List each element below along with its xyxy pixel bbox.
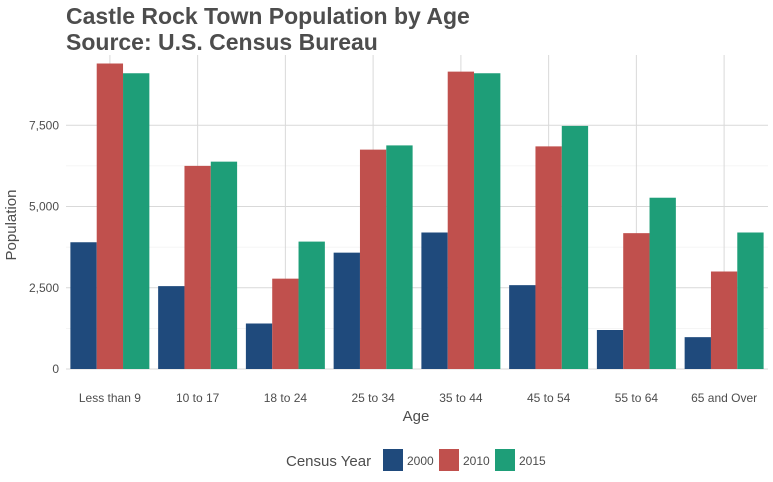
chart-title-line-1: Castle Rock Town Population by Age — [66, 3, 470, 29]
bar-2000-55-to-64 — [596, 330, 624, 369]
y-axis-title: Population — [3, 190, 20, 261]
bar-2000-25-to-34 — [333, 252, 360, 369]
bar-2010-65-and-over — [710, 271, 738, 369]
y-tick-label: 2,500 — [29, 281, 59, 295]
x-tick-label: 35 to 44 — [439, 391, 483, 405]
x-tick-label: 65 and Over — [691, 391, 757, 405]
x-tick-label: 55 to 64 — [615, 391, 659, 405]
x-axis-title: Age — [403, 408, 430, 425]
legend-key-2015 — [495, 449, 515, 471]
bar-2010-10-to-17 — [184, 165, 211, 369]
bar-2010-55-to-64 — [623, 233, 650, 369]
y-tick-label: 5,000 — [29, 200, 59, 214]
bar-2015-18-to-24 — [298, 241, 325, 369]
y-tick-label: 0 — [52, 362, 59, 376]
legend-key-2010 — [439, 449, 459, 471]
bar-2015-25-to-34 — [386, 145, 413, 369]
x-tick-label: Less than 9 — [79, 391, 141, 405]
legend-key-2000 — [383, 449, 403, 471]
bar-2010-35-to-44 — [447, 71, 475, 369]
chart-subtitle-line-2: Source: U.S. Census Bureau — [66, 29, 378, 55]
x-tick-label: 10 to 17 — [176, 391, 220, 405]
bar-2000-less-than-9 — [70, 242, 97, 369]
x-tick-label: 25 to 34 — [351, 391, 395, 405]
bar-2015-35-to-44 — [474, 73, 501, 369]
bars-group — [70, 63, 764, 370]
bar-2000-18-to-24 — [245, 323, 273, 369]
bar-2010-45-to-54 — [535, 146, 562, 369]
y-tick-labels: 0 2,500 5,000 7,500 — [29, 118, 59, 376]
x-tick-label: 18 to 24 — [264, 391, 308, 405]
y-tick-label: 7,500 — [29, 118, 59, 132]
bar-2010-25-to-34 — [359, 149, 387, 369]
legend-label-2015: 2015 — [519, 454, 546, 468]
legend-label-2010: 2010 — [463, 454, 490, 468]
bar-2010-18-to-24 — [272, 278, 299, 369]
bar-2000-45-to-54 — [509, 285, 536, 369]
chart-title: Castle Rock Town Population by Age Sourc… — [66, 3, 470, 55]
bar-2015-less-than-9 — [123, 73, 150, 369]
bar-2000-65-and-over — [684, 337, 711, 369]
bar-2015-45-to-54 — [561, 125, 589, 370]
bar-2000-10-to-17 — [158, 286, 185, 369]
bar-2015-10-to-17 — [210, 161, 238, 369]
bar-2000-35-to-44 — [421, 232, 448, 369]
x-tick-labels: Less than 9 10 to 17 18 to 24 25 to 34 35 to… — [79, 391, 757, 405]
bar-2010-less-than-9 — [96, 63, 124, 369]
legend-label-2000: 2000 — [407, 454, 434, 468]
bar-2015-55-to-64 — [649, 197, 676, 369]
legend-title: Census Year — [286, 453, 371, 470]
legend: Census Year 2000 2010 2015 — [286, 449, 546, 471]
bar-2015-65-and-over — [737, 232, 764, 369]
x-tick-label: 45 to 54 — [527, 391, 571, 405]
